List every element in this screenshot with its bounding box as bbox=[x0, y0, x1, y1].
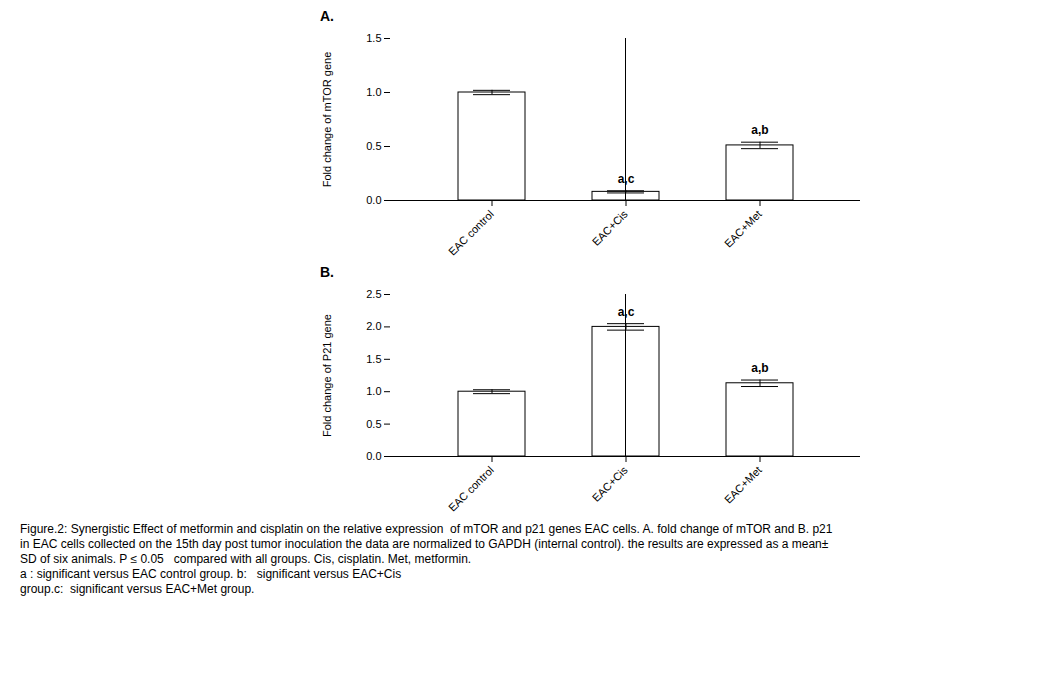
svg-text:Fold change of P21 gene: Fold change of P21 gene bbox=[321, 314, 333, 437]
svg-text:1.0: 1.0 bbox=[366, 86, 381, 98]
html-text:in EAC cells collected on the: in EAC cells collected on the 15th day p… bbox=[20, 537, 829, 551]
svg-text:EAC+Cis: EAC+Cis bbox=[590, 463, 631, 504]
svg-text:1.5: 1.5 bbox=[366, 353, 381, 365]
svg-text:EAC+Met: EAC+Met bbox=[722, 464, 764, 506]
html-text:group.c: significant versus EA: group.c: significant versus EAC+Met grou… bbox=[20, 582, 255, 596]
svg-text:EAC+Cis: EAC+Cis bbox=[590, 207, 631, 248]
svg-text:a,b: a,b bbox=[751, 361, 768, 375]
svg-text:2.0: 2.0 bbox=[366, 320, 381, 332]
html-text:Figure.2: Synergistic Effect o: Figure.2: Synergistic Effect of metformi… bbox=[20, 522, 833, 536]
svg-text:a,c: a,c bbox=[618, 305, 635, 319]
svg-text:a,b: a,b bbox=[751, 123, 768, 137]
svg-text:0.5: 0.5 bbox=[366, 418, 381, 430]
svg-text:0.0: 0.0 bbox=[366, 450, 381, 462]
svg-text:Fold change of mTOR gene: Fold change of mTOR gene bbox=[321, 52, 333, 188]
html-text:SD of six animals. P ≤ 0.05 co: SD of six animals. P ≤ 0.05 compared wit… bbox=[20, 552, 472, 566]
html-text:A.: A. bbox=[320, 8, 334, 24]
html-text:a : significant versus EAC con: a : significant versus EAC control group… bbox=[20, 567, 402, 581]
svg-text:EAC+Met: EAC+Met bbox=[722, 208, 764, 250]
svg-text:2.5: 2.5 bbox=[366, 288, 381, 300]
svg-text:a,c: a,c bbox=[618, 172, 635, 186]
svg-text:0.0: 0.0 bbox=[366, 194, 381, 206]
svg-text:1.5: 1.5 bbox=[366, 32, 381, 44]
html-text:B.: B. bbox=[320, 264, 334, 280]
svg-text:1.0: 1.0 bbox=[366, 385, 381, 397]
svg-text:EAC control: EAC control bbox=[446, 464, 496, 514]
svg-text:0.5: 0.5 bbox=[366, 140, 381, 152]
svg-text:EAC control: EAC control bbox=[446, 208, 496, 258]
